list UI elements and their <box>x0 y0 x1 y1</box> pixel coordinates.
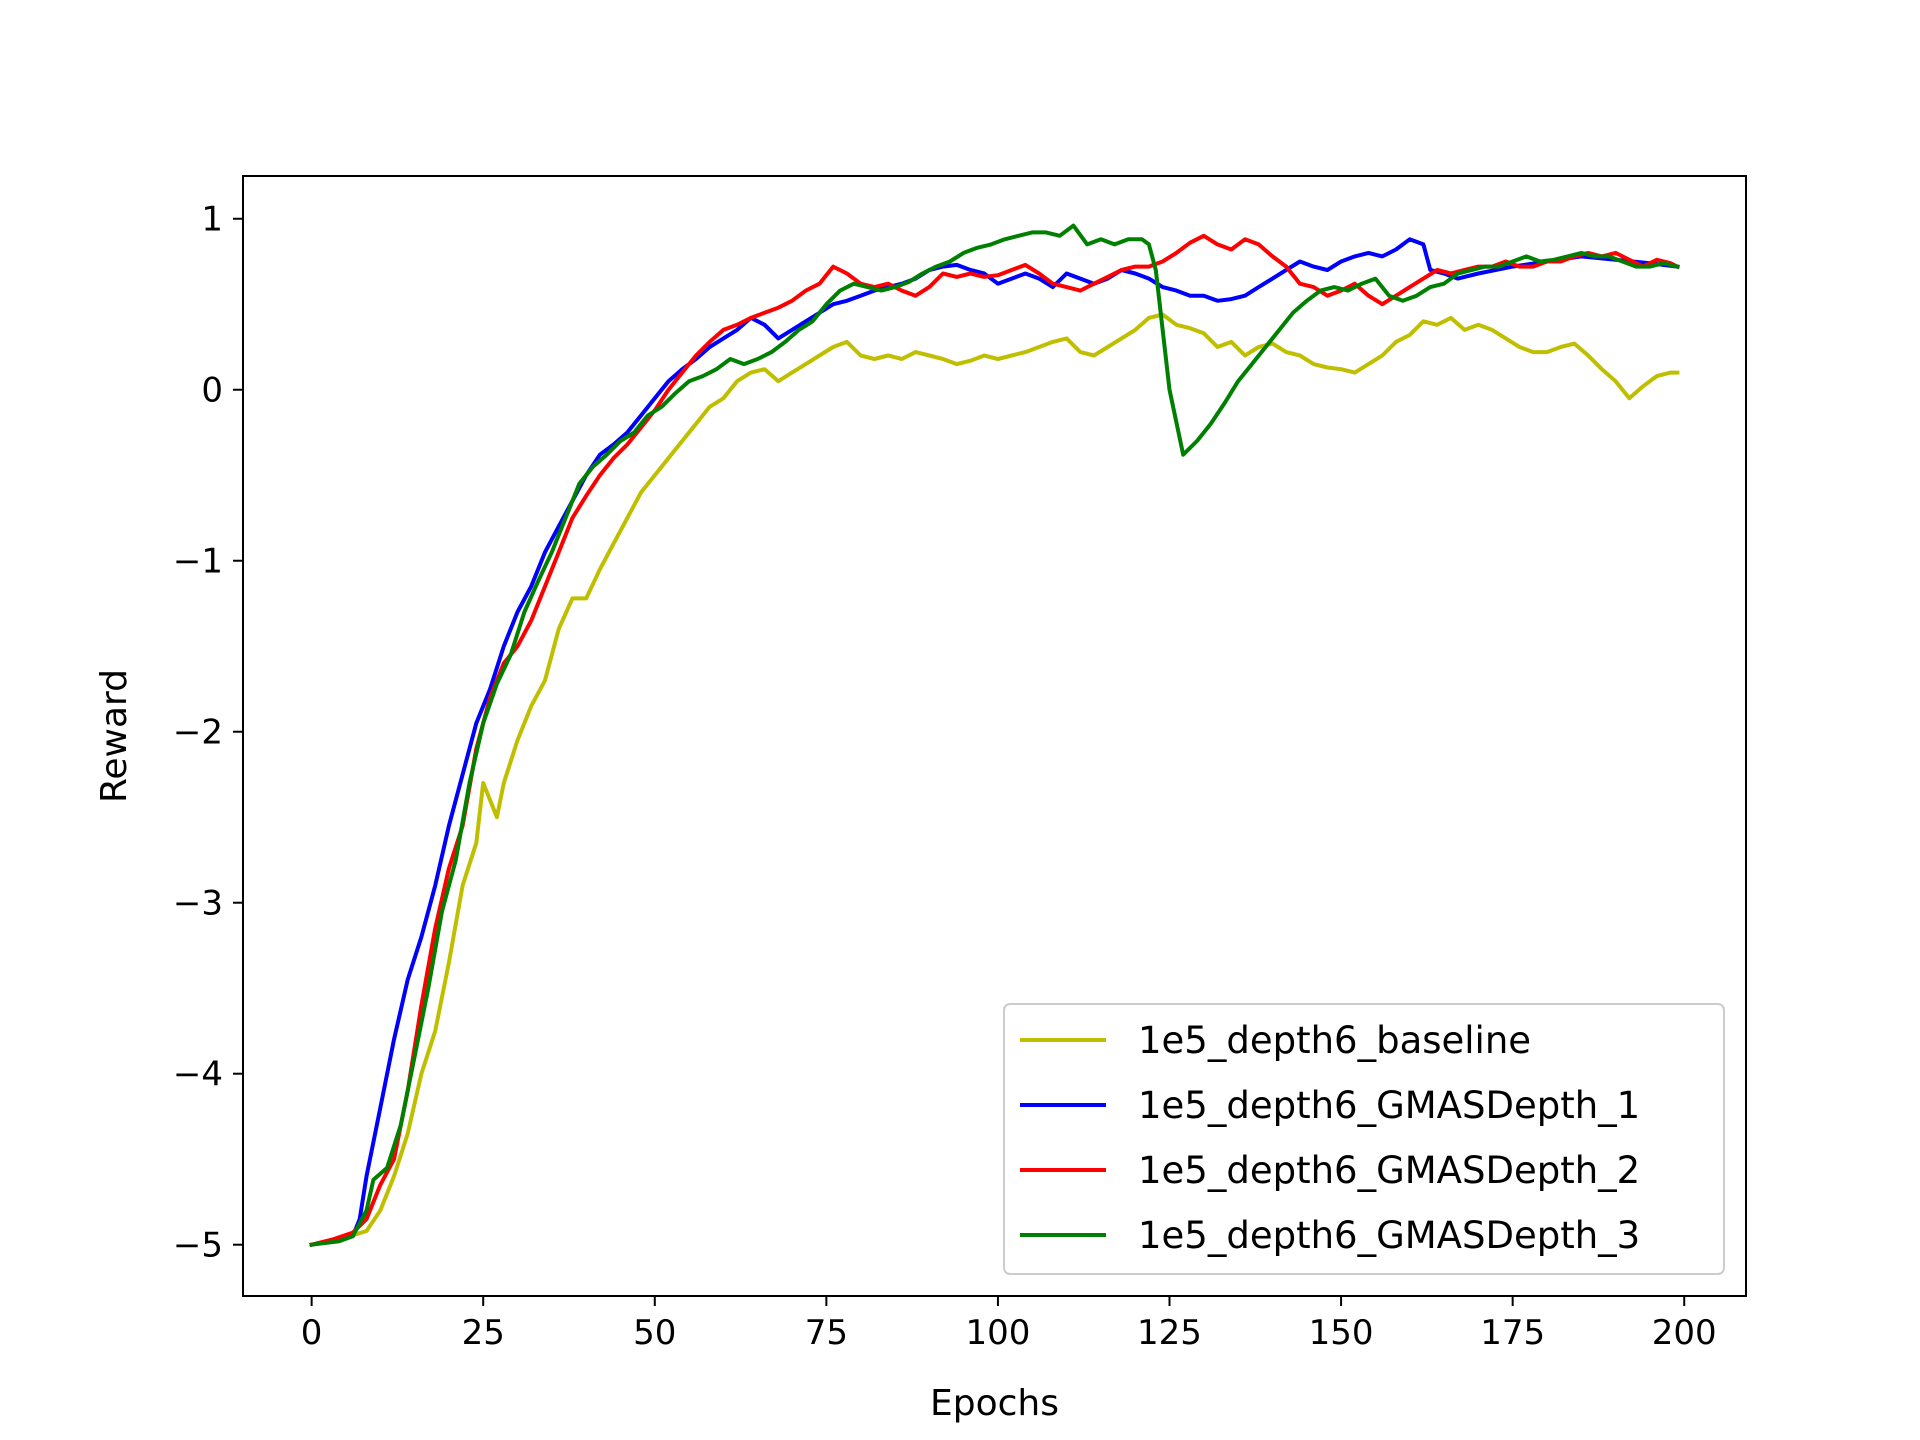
series-line-1 <box>309 312 1680 1248</box>
plot-frame <box>242 175 1747 1297</box>
x-tick-label: 175 <box>1480 1313 1545 1353</box>
legend: 1e5_depth6_baseline 1e5_depth6_GMASDepth_… <box>1003 1003 1725 1275</box>
legend-label-2: 1e5_depth6_GMASDepth_1 <box>1138 1084 1640 1127</box>
y-tick-label: −5 <box>173 1226 223 1266</box>
x-tick-label: 50 <box>633 1313 676 1353</box>
y-tick-label: 0 <box>201 371 223 411</box>
y-tick-label: 1 <box>201 200 223 240</box>
legend-label-3: 1e5_depth6_GMASDepth_2 <box>1138 1149 1640 1192</box>
x-tick-label: 100 <box>965 1313 1030 1353</box>
y-tick-label: −1 <box>173 542 223 582</box>
legend-label-4: 1e5_depth6_GMASDepth_3 <box>1138 1214 1640 1257</box>
x-tick-label: 75 <box>805 1313 848 1353</box>
legend-label-1: 1e5_depth6_baseline <box>1138 1019 1531 1062</box>
y-tick-label: −2 <box>173 713 223 753</box>
y-tick-label: −4 <box>173 1055 223 1095</box>
x-tick-label: 25 <box>462 1313 505 1353</box>
series-layer <box>309 223 1681 1248</box>
legend-frame <box>1003 1003 1725 1275</box>
x-tick-label: 125 <box>1137 1313 1202 1353</box>
x-tick-label: 200 <box>1652 1313 1717 1353</box>
x-axis-title: Epochs <box>930 1383 1059 1424</box>
x-axis: 0 25 50 75 100 125 150 175 200 <box>301 1296 1717 1353</box>
y-axis-title: Reward <box>94 669 135 803</box>
x-tick-label: 0 <box>301 1313 323 1353</box>
series-line-4 <box>309 223 1680 1247</box>
y-tick-label: −3 <box>173 884 223 924</box>
legend-entries: 1e5_depth6_baseline 1e5_depth6_GMASDepth_… <box>1020 1019 1640 1257</box>
x-tick-label: 150 <box>1309 1313 1374 1353</box>
y-axis: 1 0 −1 −2 −3 −4 −5 <box>173 200 243 1266</box>
